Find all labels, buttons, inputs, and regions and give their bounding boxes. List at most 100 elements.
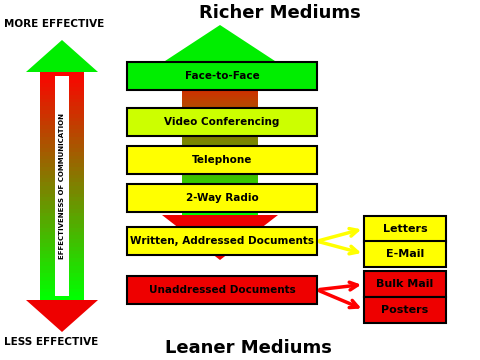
Bar <box>40 132 84 136</box>
Text: E-Mail: E-Mail <box>386 249 424 259</box>
Bar <box>40 197 84 201</box>
Bar <box>40 189 84 194</box>
Bar <box>182 64 258 67</box>
Bar <box>40 151 84 156</box>
Bar <box>40 201 84 205</box>
Bar <box>182 85 258 88</box>
Bar <box>40 208 84 213</box>
Bar <box>182 89 258 91</box>
Text: 2-Way Radio: 2-Way Radio <box>186 193 258 203</box>
Bar <box>40 140 84 144</box>
Text: Unaddressed Documents: Unaddressed Documents <box>149 285 295 295</box>
Bar <box>182 209 258 211</box>
Bar <box>182 106 258 109</box>
Bar <box>182 167 258 170</box>
Bar <box>40 113 84 118</box>
Text: Video Conferencing: Video Conferencing <box>164 117 280 127</box>
Bar <box>40 292 84 296</box>
Bar <box>40 182 84 186</box>
Bar <box>40 265 84 270</box>
Bar <box>182 116 258 118</box>
Bar <box>182 125 258 127</box>
Bar <box>182 142 258 145</box>
Bar <box>182 179 258 181</box>
Bar <box>40 224 84 228</box>
Bar <box>182 163 258 166</box>
Bar <box>182 120 258 122</box>
Bar <box>40 155 84 159</box>
Bar <box>182 148 258 150</box>
Bar <box>40 212 84 216</box>
Bar <box>40 204 84 209</box>
Bar <box>182 197 258 200</box>
Bar <box>182 184 258 186</box>
Bar <box>182 97 258 99</box>
Bar <box>40 125 84 129</box>
Bar <box>182 123 258 126</box>
Bar <box>182 213 258 215</box>
Bar <box>127 146 317 174</box>
Bar <box>182 81 258 84</box>
Bar <box>182 136 258 139</box>
Bar <box>182 152 258 154</box>
Bar <box>127 276 317 304</box>
Bar <box>182 66 258 69</box>
Bar <box>40 261 84 266</box>
Bar <box>182 211 258 213</box>
Bar <box>40 79 84 84</box>
Bar <box>182 108 258 111</box>
Bar <box>182 207 258 209</box>
Bar <box>40 254 84 258</box>
Bar <box>40 90 84 95</box>
Bar <box>40 98 84 102</box>
Bar <box>182 175 258 177</box>
Text: Written, Addressed Documents: Written, Addressed Documents <box>130 236 314 246</box>
Bar <box>40 170 84 175</box>
Bar <box>182 173 258 175</box>
Bar <box>182 195 258 198</box>
Bar <box>40 174 84 179</box>
Bar <box>127 184 317 212</box>
Bar <box>182 192 258 194</box>
Bar <box>40 159 84 163</box>
Bar <box>182 87 258 90</box>
Bar <box>182 63 258 65</box>
Bar <box>40 148 84 152</box>
Bar <box>40 258 84 262</box>
Bar <box>182 201 258 204</box>
Bar <box>364 216 446 242</box>
Bar <box>182 102 258 105</box>
Bar <box>182 68 258 71</box>
Bar <box>40 109 84 114</box>
Bar <box>127 108 317 136</box>
Bar <box>182 186 258 188</box>
Bar <box>182 156 258 158</box>
Bar <box>182 146 258 148</box>
Bar <box>40 246 84 251</box>
Bar <box>182 190 258 192</box>
Bar <box>40 117 84 121</box>
Bar <box>182 99 258 101</box>
Bar <box>182 158 258 160</box>
Bar <box>182 129 258 131</box>
Bar <box>55 76 69 296</box>
Bar <box>182 112 258 114</box>
Bar <box>40 178 84 182</box>
Bar <box>182 76 258 78</box>
Text: Telephone: Telephone <box>192 155 252 165</box>
Bar <box>182 104 258 107</box>
Bar <box>40 235 84 239</box>
Text: LESS EFFECTIVE: LESS EFFECTIVE <box>4 337 98 347</box>
Bar <box>182 161 258 164</box>
Polygon shape <box>26 300 98 332</box>
Bar <box>182 139 258 141</box>
Bar <box>182 78 258 80</box>
Bar <box>182 176 258 179</box>
Bar <box>40 87 84 91</box>
Bar <box>40 72 84 76</box>
Text: Richer Mediums: Richer Mediums <box>199 4 361 22</box>
Bar <box>40 239 84 243</box>
Bar <box>40 94 84 99</box>
Bar <box>40 129 84 133</box>
Bar <box>182 70 258 72</box>
